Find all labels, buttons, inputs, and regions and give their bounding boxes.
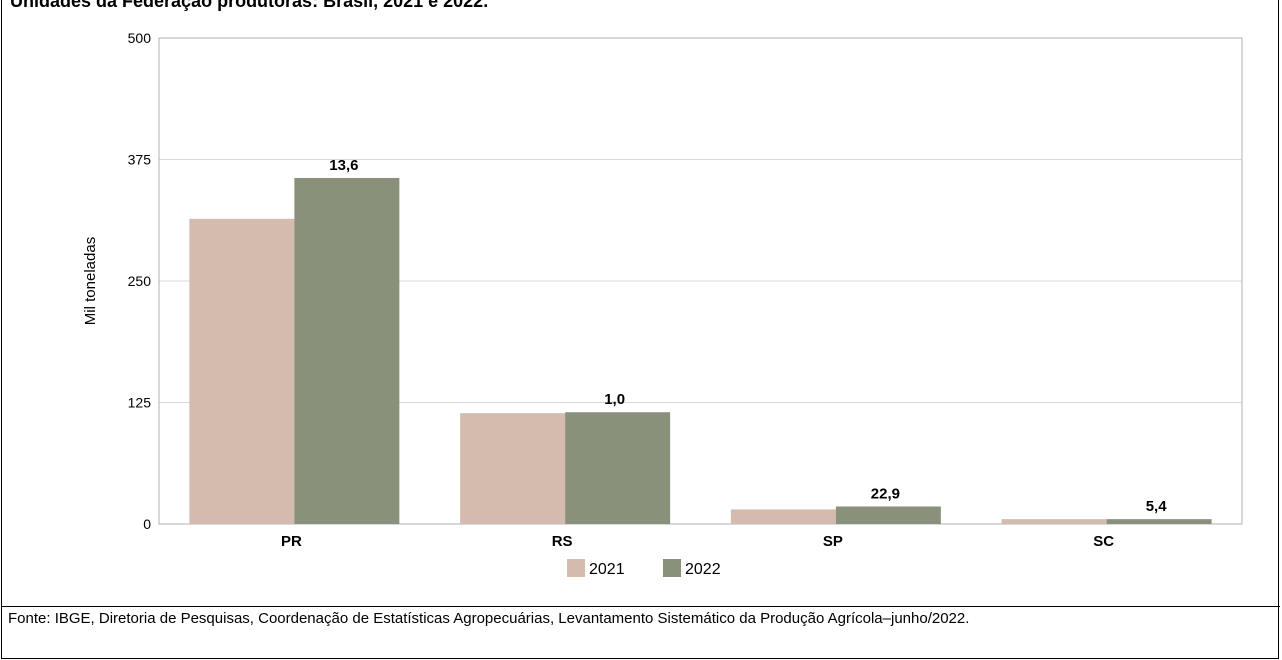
bar-2022-RS [565, 412, 671, 524]
data-label: 13,6 [329, 157, 358, 174]
bar-2022-PR [294, 177, 400, 524]
y-axis-title: Mil toneladas [82, 237, 99, 325]
plot-border [158, 37, 1243, 525]
legend-label: 2021 [589, 561, 625, 578]
chart-area: 0 125 250 375 500 Mil toneladas 13,6 PR 1,0 RS 22,… [2, 12, 1280, 607]
y-tick-label: 250 [128, 273, 152, 289]
legend-swatch-2021 [567, 559, 585, 577]
data-label: 22,9 [871, 486, 900, 503]
y-tick-label: 500 [128, 30, 152, 46]
bar-2022-SC [1106, 519, 1212, 524]
y-tick-label: 0 [143, 516, 151, 532]
chart-title: Unidades da Federação produtoras: Brasil… [10, 0, 489, 11]
bar-2021-SP [730, 509, 836, 524]
category-label: PR [281, 533, 302, 550]
y-tick-label: 375 [128, 152, 152, 168]
legend-label: 2022 [685, 561, 721, 578]
bar-2022-SP [835, 506, 941, 524]
bar-2021-SC [1001, 519, 1107, 524]
data-label: 5,4 [1146, 498, 1168, 515]
bar-2021-PR [189, 218, 295, 525]
source-note: Fonte: IBGE, Diretoria de Pesquisas, Coo… [8, 610, 970, 627]
y-tick-label: 125 [128, 395, 152, 411]
data-label: 1,0 [604, 391, 625, 408]
category-label: SC [1093, 533, 1114, 550]
bar-2021-RS [460, 413, 566, 524]
category-label: SP [823, 533, 843, 550]
category-label: RS [552, 533, 573, 550]
bar-chart: 0 125 250 375 500 Mil toneladas 13,6 PR 1,0 RS 22,… [82, 30, 1243, 578]
legend-swatch-2022 [663, 559, 681, 577]
